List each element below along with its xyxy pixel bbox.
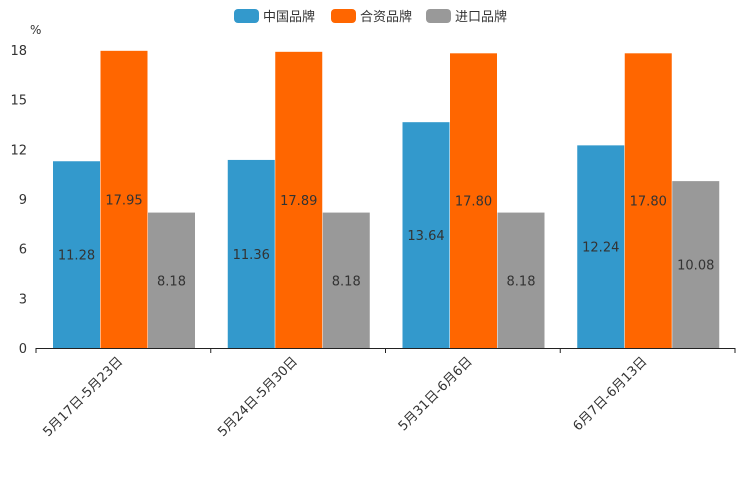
bars: 11.28 17.95 8.18 11.36 17.89 8.18 13.64 17.80 8.… xyxy=(53,50,720,349)
data-label: 11.36 xyxy=(233,248,270,263)
y-tick-label: 18 xyxy=(10,44,27,59)
bar-series-2-cat-2[interactable] xyxy=(275,51,323,349)
bar-series-3-cat-2[interactable] xyxy=(322,212,370,348)
data-label: 17.95 xyxy=(105,193,142,208)
x-tick-label: 5月24日-5月30日 xyxy=(215,354,301,440)
bar-series-2-cat-1[interactable] xyxy=(100,50,148,348)
bar-series-3-cat-1[interactable] xyxy=(148,212,195,348)
y-tick-label: 3 xyxy=(19,292,27,307)
legend-swatch-series-3[interactable] xyxy=(426,9,451,23)
legend-swatch-series-2[interactable] xyxy=(331,9,356,23)
bar-series-1-cat-4[interactable] xyxy=(577,145,625,348)
legend-swatch-series-1[interactable] xyxy=(234,9,259,23)
legend-label-series-3[interactable]: 进口品牌 xyxy=(455,9,507,25)
y-axis-unit: % xyxy=(30,23,41,37)
legend: 中国品牌 合资品牌 进口品牌 xyxy=(234,9,507,25)
legend-label-series-1[interactable]: 中国品牌 xyxy=(263,9,315,25)
bar-series-3-cat-4[interactable] xyxy=(672,181,720,348)
data-label: 8.18 xyxy=(332,274,361,289)
data-label: 8.18 xyxy=(507,274,536,289)
data-label: 8.18 xyxy=(157,274,186,289)
legend-label-series-2[interactable]: 合资品牌 xyxy=(360,9,412,25)
y-tick-label: 9 xyxy=(19,193,27,208)
data-label: 13.64 xyxy=(407,229,444,244)
data-label: 11.28 xyxy=(58,249,95,264)
y-tick-label: 0 xyxy=(19,342,27,357)
y-tick-label: 15 xyxy=(10,94,27,109)
x-tick-label: 5月17日-5月23日 xyxy=(40,354,126,440)
bar-series-1-cat-2[interactable] xyxy=(227,159,275,348)
data-label: 17.89 xyxy=(280,194,317,209)
y-tick-label: 6 xyxy=(19,243,27,258)
data-label: 12.24 xyxy=(582,241,619,256)
y-axis: 0 3 6 9 12 15 18 xyxy=(10,44,27,357)
bar-series-2-cat-4[interactable] xyxy=(624,53,672,349)
bar-series-2-cat-3[interactable] xyxy=(450,53,497,349)
data-label: 17.80 xyxy=(630,195,667,210)
x-tick-label: 6月7日-6月13日 xyxy=(571,354,651,434)
data-label: 17.80 xyxy=(455,195,492,210)
bar-series-1-cat-3[interactable] xyxy=(402,122,450,348)
x-axis: 5月17日-5月23日 5月24日-5月30日 5月31日-6月6日 6月7日-6月1… xyxy=(35,348,736,440)
data-label: 10.08 xyxy=(677,259,714,274)
bar-series-3-cat-3[interactable] xyxy=(497,212,545,348)
bar-series-1-cat-1[interactable] xyxy=(53,161,100,348)
x-tick-label: 5月31日-6月6日 xyxy=(396,354,476,434)
y-tick-label: 12 xyxy=(10,143,27,158)
